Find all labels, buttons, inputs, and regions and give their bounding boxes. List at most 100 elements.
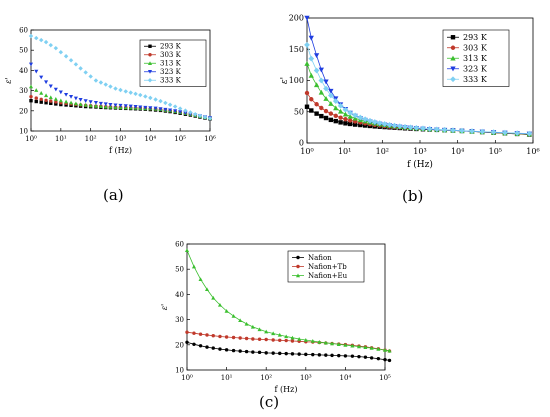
data-point [83, 70, 88, 75]
data-point [218, 347, 222, 351]
data-point [323, 340, 328, 345]
data-point [396, 123, 403, 130]
data-point [68, 58, 74, 63]
data-point [238, 349, 242, 353]
data-point [309, 97, 314, 102]
data-point [337, 102, 344, 109]
data-point [323, 115, 329, 121]
legend-label: 333 K [160, 77, 182, 85]
data-point [198, 332, 203, 336]
data-point [64, 92, 69, 97]
data-point [313, 67, 320, 74]
data-point [39, 90, 44, 95]
data-point [183, 108, 188, 113]
data-point [138, 92, 143, 98]
data-point [337, 108, 344, 114]
data-point [343, 121, 348, 126]
x-tick-label: 10¹ [55, 135, 67, 143]
data-point [338, 115, 343, 120]
data-point [34, 96, 38, 100]
data-point [39, 75, 44, 80]
data-point [271, 331, 276, 336]
data-point [44, 80, 49, 85]
data-point [376, 356, 381, 361]
data-point [73, 62, 79, 67]
data-point [64, 99, 69, 104]
legend-swatch-marker [450, 35, 456, 40]
data-point [172, 104, 178, 109]
legend-label: 293 K [160, 43, 182, 51]
data-point [28, 33, 34, 39]
data-point [148, 106, 153, 111]
data-point [197, 113, 203, 119]
data-point [363, 355, 368, 359]
data-point [459, 127, 465, 134]
data-point [304, 42, 310, 48]
series-line [186, 331, 390, 352]
y-tick-label: 20 [175, 341, 184, 349]
y-tick-label: 30 [175, 316, 184, 324]
data-point [441, 126, 448, 133]
x-axis-label: f (Hz) [109, 146, 132, 155]
data-point [333, 105, 339, 111]
data-point [328, 88, 334, 94]
data-point [185, 330, 189, 334]
data-point [29, 94, 33, 99]
x-tick-label: 10⁴ [451, 147, 464, 156]
data-point [343, 354, 348, 358]
data-point [158, 107, 163, 112]
data-point [382, 348, 388, 352]
data-point [128, 90, 133, 95]
data-point [290, 352, 295, 356]
y-tick-label: 40 [19, 67, 28, 75]
data-point [163, 100, 168, 106]
data-point [224, 348, 229, 352]
series-nafion-tb [185, 330, 392, 353]
data-point [304, 15, 310, 21]
data-point [193, 112, 198, 117]
legend-swatch-marker [296, 255, 300, 260]
data-point [358, 122, 363, 128]
data-point [323, 79, 329, 85]
data-point [318, 77, 325, 84]
caption-b: (b) [402, 187, 424, 205]
data-point [118, 87, 123, 93]
data-point [98, 101, 103, 106]
data-point [350, 343, 355, 348]
data-point [217, 302, 223, 307]
data-point [357, 354, 361, 359]
data-point [205, 333, 209, 337]
data-point [93, 103, 98, 108]
data-point [103, 104, 108, 109]
data-point [330, 353, 334, 358]
x-axis-label: f (Hz) [407, 159, 433, 170]
data-point [78, 66, 83, 71]
data-point [178, 110, 183, 115]
data-point [108, 84, 113, 89]
y-tick-label: 30 [19, 87, 28, 95]
data-point [73, 101, 78, 106]
data-point [337, 353, 341, 358]
data-point [153, 97, 158, 102]
data-point [323, 108, 329, 114]
data-point [34, 99, 38, 104]
data-point [297, 352, 301, 356]
data-point [78, 97, 83, 102]
x-tick-label: 10⁶ [204, 135, 216, 143]
data-point [211, 346, 215, 350]
data-point [376, 347, 381, 351]
legend-label: 313 K [160, 60, 182, 68]
data-point [420, 125, 426, 132]
y-tick-label: 50 [19, 47, 28, 55]
data-point [63, 54, 69, 59]
data-point [204, 287, 210, 292]
data-point [277, 332, 282, 337]
data-point [304, 352, 308, 357]
data-point [93, 78, 99, 83]
data-point [328, 111, 334, 116]
data-point [231, 314, 236, 318]
data-point [304, 60, 310, 66]
data-point [184, 248, 190, 252]
